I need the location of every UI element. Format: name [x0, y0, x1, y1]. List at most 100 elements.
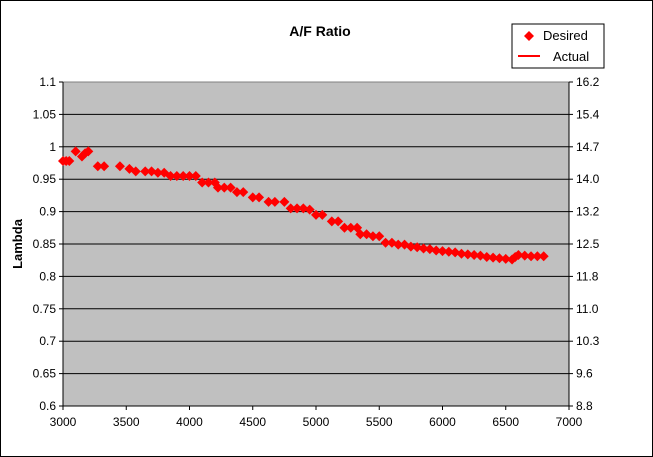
- desired-point: [184, 170, 195, 181]
- desired-point: [64, 156, 75, 167]
- y2-tick-label: 11.8: [576, 269, 599, 283]
- y2-tick-label: 10.3: [576, 334, 600, 348]
- desired-point: [462, 249, 473, 260]
- desired-point: [311, 209, 321, 220]
- desired-point: [355, 229, 366, 240]
- y-tick-label: 0.95: [33, 172, 57, 186]
- desired-point: [339, 222, 350, 233]
- desired-point: [437, 246, 448, 257]
- y-tick-label: 1: [49, 140, 56, 154]
- desired-point: [140, 166, 151, 177]
- desired-point: [225, 182, 236, 193]
- desired-point: [171, 170, 182, 181]
- desired-point: [405, 241, 416, 252]
- y-tick-label: 0.6: [39, 399, 56, 413]
- desired-point: [247, 192, 258, 203]
- x-tick-label: 7000: [556, 415, 583, 429]
- y2-tick-label: 16.2: [576, 75, 600, 89]
- y-tick-label: 1.05: [33, 107, 57, 121]
- y-tick-label: 1.1: [39, 75, 56, 89]
- y2-tick-label: 14.0: [576, 172, 600, 186]
- desired-point: [431, 245, 442, 256]
- y2-tick-label: 14.7: [576, 140, 600, 154]
- desired-point: [367, 231, 378, 242]
- desired-point: [197, 177, 208, 188]
- legend-box: [511, 23, 605, 69]
- desired-point: [304, 204, 315, 215]
- x-tick-label: 6000: [429, 415, 456, 429]
- y2-tick-label: 13.2: [576, 205, 600, 219]
- desired-point: [526, 251, 537, 262]
- y2-tick-label: 9.6: [576, 367, 593, 381]
- desired-point: [475, 250, 486, 261]
- desired-point: [374, 231, 385, 242]
- desired-point: [285, 203, 296, 214]
- legend-diamond-icon: [524, 31, 534, 41]
- desired-point: [412, 242, 423, 253]
- legend-actual: Actual: [553, 49, 589, 64]
- desired-point: [212, 182, 223, 193]
- desired-point: [99, 161, 110, 172]
- y2-tick-label: 15.4: [576, 107, 600, 121]
- y2-tick-label: 11.0: [576, 302, 599, 316]
- desired-point: [83, 146, 94, 157]
- desired-point: [393, 239, 404, 250]
- desired-point: [333, 216, 344, 227]
- desired-point: [418, 243, 429, 254]
- y2-tick-label: 8.8: [576, 399, 593, 413]
- desired-point: [231, 187, 242, 198]
- desired-point: [152, 167, 163, 178]
- desired-point: [443, 246, 454, 257]
- desired-point: [317, 209, 328, 220]
- y-axis-label: Lambda: [10, 218, 25, 269]
- desired-point: [292, 203, 303, 214]
- desired-point: [298, 203, 309, 214]
- desired-point: [190, 170, 201, 181]
- desired-point: [345, 222, 356, 233]
- desired-point: [456, 248, 467, 259]
- desired-point: [424, 244, 435, 255]
- desired-point: [380, 237, 391, 248]
- desired-point: [219, 182, 230, 193]
- x-tick-label: 6500: [492, 415, 519, 429]
- desired-point: [326, 216, 337, 227]
- y-tick-label: 0.9: [39, 205, 56, 219]
- desired-point: [238, 187, 249, 198]
- x-tick-label: 4500: [239, 415, 266, 429]
- desired-point: [70, 146, 81, 157]
- desired-point: [92, 161, 103, 172]
- desired-point: [146, 166, 157, 177]
- desired-point: [269, 196, 280, 207]
- desired-point: [488, 252, 499, 263]
- desired-point: [178, 170, 189, 181]
- y2-tick-label: 12.5: [576, 237, 600, 251]
- desired-point: [513, 250, 524, 261]
- chart-title: A/F Ratio: [289, 23, 350, 39]
- desired-point: [538, 251, 549, 262]
- x-tick-label: 4000: [176, 415, 203, 429]
- x-tick-label: 3500: [113, 415, 140, 429]
- desired-point: [500, 253, 511, 264]
- x-tick-label: 5000: [303, 415, 330, 429]
- desired-point: [203, 177, 214, 188]
- desired-point: [469, 250, 480, 261]
- desired-point: [494, 253, 505, 264]
- desired-point: [481, 251, 492, 262]
- legend-desired: Desired: [543, 28, 588, 43]
- desired-point: [532, 251, 543, 262]
- desired-point: [279, 196, 290, 207]
- legend: Desired Actual: [511, 23, 605, 69]
- desired-point: [254, 192, 265, 203]
- desired-point: [519, 250, 530, 261]
- x-tick-label: 3000: [50, 415, 77, 429]
- y-tick-label: 0.85: [33, 237, 57, 251]
- desired-point: [114, 161, 125, 172]
- desired-point: [450, 247, 461, 258]
- y-tick-label: 0.75: [33, 302, 57, 316]
- y-tick-label: 0.65: [33, 367, 57, 381]
- y-tick-label: 0.7: [39, 334, 56, 348]
- desired-point: [510, 251, 521, 262]
- y-tick-label: 0.8: [39, 269, 56, 283]
- desired-point: [263, 196, 274, 207]
